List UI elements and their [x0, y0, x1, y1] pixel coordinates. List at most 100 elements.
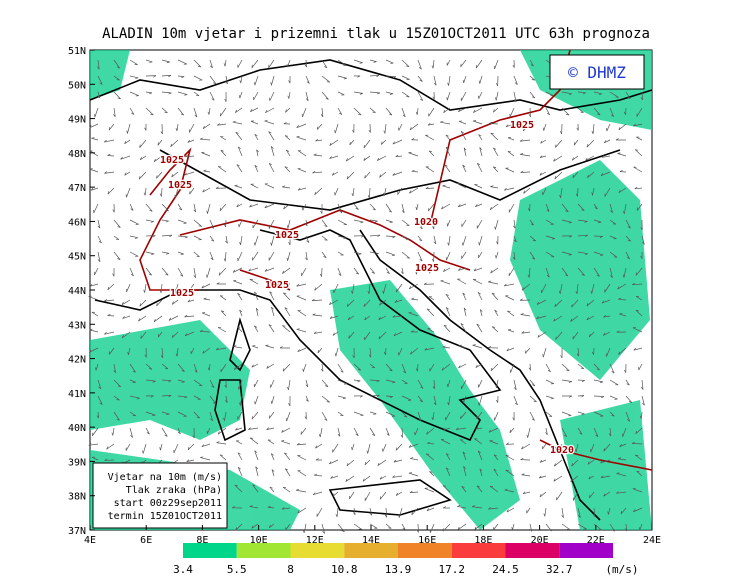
arrow-head — [635, 430, 637, 434]
arrow — [161, 411, 170, 415]
arrow — [618, 123, 627, 131]
arrow-head — [618, 297, 622, 300]
arrow-head — [304, 223, 308, 227]
arrow-head — [447, 82, 449, 86]
arrow-head — [479, 468, 483, 472]
arrow — [264, 120, 275, 125]
arrow — [270, 453, 275, 461]
lon-label: 6E — [140, 535, 152, 546]
arrow-head — [493, 147, 497, 150]
arrow-head — [426, 308, 431, 311]
arrow-head — [490, 367, 493, 371]
arrow — [586, 299, 595, 307]
arrow — [287, 219, 291, 229]
arrow — [641, 395, 645, 406]
arrow — [353, 219, 364, 223]
arrow-head — [159, 193, 162, 197]
arrow-head — [568, 254, 572, 256]
arrow — [216, 442, 227, 445]
arrow-head — [216, 441, 220, 444]
arrow — [561, 411, 572, 416]
arrow-head — [180, 113, 184, 116]
arrow-head — [288, 242, 291, 245]
arrow-head — [296, 488, 300, 491]
arrow-head — [285, 109, 287, 113]
arrow-head — [585, 157, 588, 161]
arrow-head — [239, 80, 242, 84]
arrow-head — [267, 505, 271, 508]
arrow-head — [254, 165, 258, 168]
arrow-head — [166, 252, 170, 255]
arrow — [161, 74, 171, 77]
arrow — [254, 395, 259, 405]
arrow — [89, 283, 99, 287]
arrow — [523, 123, 531, 132]
arrow — [95, 363, 99, 371]
arrow — [173, 443, 179, 454]
arrow — [268, 251, 275, 261]
arrow — [410, 347, 419, 355]
arrow — [369, 59, 377, 62]
arrow-head — [568, 381, 572, 383]
arrow-head — [149, 209, 153, 212]
arrow-head — [171, 301, 174, 305]
arrow-head — [532, 239, 536, 242]
arrow — [433, 395, 437, 406]
arrow — [353, 267, 359, 275]
arrow-head — [330, 476, 333, 479]
arrow-head — [463, 307, 467, 311]
arrow-head — [283, 292, 287, 295]
arrow — [236, 203, 243, 208]
arrow-head — [268, 162, 272, 166]
arrow — [363, 155, 371, 161]
arrow-head — [99, 82, 103, 85]
arrow — [540, 139, 547, 144]
arrow — [462, 235, 467, 246]
arrow — [237, 251, 243, 262]
arrow — [332, 443, 339, 453]
arrow — [617, 283, 627, 290]
arrow — [561, 251, 572, 255]
lon-label: 24E — [643, 535, 661, 546]
arrow — [632, 443, 643, 445]
arrow — [264, 203, 275, 209]
arrow-head — [363, 157, 366, 161]
arrow — [463, 147, 467, 157]
arrow — [193, 75, 203, 81]
arrow — [625, 91, 631, 99]
arrow-head — [235, 131, 239, 134]
arrow — [401, 523, 406, 531]
arrow-head — [373, 61, 377, 63]
arrow — [442, 485, 451, 493]
arrow — [572, 171, 579, 179]
arrow — [97, 91, 101, 98]
arrow — [593, 395, 604, 397]
arrow — [240, 235, 243, 245]
arrow — [314, 187, 323, 196]
arrow-head — [201, 444, 205, 447]
arrow — [107, 155, 115, 157]
arrow — [445, 307, 451, 317]
arrow-head — [223, 63, 226, 67]
arrow — [271, 307, 275, 317]
arrow — [529, 219, 534, 226]
arrow-head — [626, 383, 630, 386]
arrow-head — [313, 331, 317, 334]
arrow-head — [342, 397, 346, 400]
arrow-head — [153, 158, 156, 162]
arrow — [249, 203, 259, 208]
arrow-head — [619, 313, 623, 315]
arrow-head — [269, 486, 273, 489]
arrow-head — [546, 274, 550, 278]
arrow-head — [600, 475, 604, 478]
lon-label: 16E — [418, 535, 436, 546]
arrow — [184, 171, 195, 176]
isobar-label: 1020 — [414, 217, 438, 228]
arrow — [238, 379, 243, 390]
arrow-head — [134, 237, 138, 239]
arrow — [369, 91, 380, 94]
arrow-head — [126, 130, 128, 134]
arrow-head — [168, 92, 172, 95]
arrow — [545, 379, 554, 385]
arrow — [161, 203, 169, 212]
